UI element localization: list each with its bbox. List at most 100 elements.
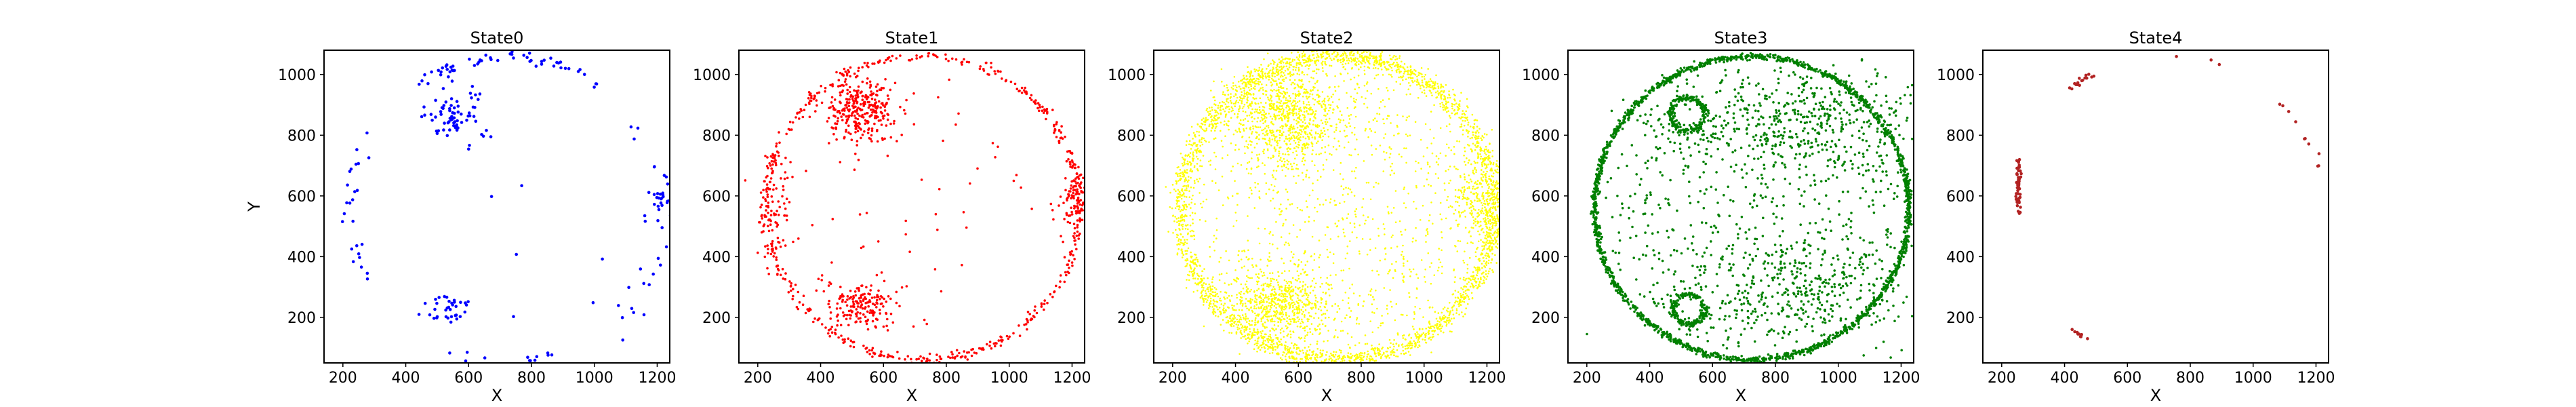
data-point <box>1024 86 1026 90</box>
data-point <box>1296 347 1298 349</box>
data-point <box>1300 63 1302 66</box>
data-point <box>1477 153 1479 155</box>
data-point <box>1286 148 1288 150</box>
data-point <box>771 247 774 250</box>
data-point <box>1464 285 1466 288</box>
data-point <box>1226 105 1228 108</box>
data-point <box>1354 62 1356 65</box>
data-point <box>1276 166 1279 168</box>
data-point <box>1077 210 1081 213</box>
data-point <box>639 267 643 271</box>
data-point <box>443 121 446 125</box>
data-point <box>854 125 858 128</box>
data-point <box>935 56 939 58</box>
data-point <box>1235 90 1238 92</box>
data-point <box>1176 252 1179 254</box>
data-point <box>1380 69 1383 71</box>
data-point <box>451 69 455 73</box>
data-point <box>1247 317 1249 320</box>
data-point <box>997 145 999 149</box>
data-point <box>1477 155 1479 157</box>
data-point <box>1374 66 1377 69</box>
data-point <box>1279 159 1281 161</box>
data-point <box>1409 73 1411 76</box>
data-point <box>1276 342 1278 344</box>
data-point <box>1236 326 1239 329</box>
data-point <box>1411 79 1413 82</box>
data-point <box>452 298 456 303</box>
data-point <box>452 123 456 128</box>
data-point <box>1363 160 1365 162</box>
data-point <box>935 353 938 356</box>
data-point <box>484 54 487 57</box>
data-point <box>870 311 874 314</box>
data-point <box>861 113 864 117</box>
data-point <box>1462 110 1464 112</box>
data-point <box>1355 357 1357 359</box>
data-point <box>1184 241 1186 244</box>
data-point <box>1076 197 1080 201</box>
data-point <box>1476 136 1478 138</box>
data-point <box>855 90 858 93</box>
data-point <box>834 332 837 336</box>
data-point <box>1304 145 1306 148</box>
data-point <box>1241 326 1243 329</box>
data-point <box>958 351 961 355</box>
data-point <box>1340 351 1342 354</box>
data-point <box>1464 313 1466 315</box>
data-point <box>770 210 773 212</box>
data-point <box>1311 50 1313 53</box>
data-point <box>867 301 870 304</box>
data-point <box>1391 349 1393 352</box>
data-point <box>1495 165 1497 168</box>
data-point <box>1261 83 1263 85</box>
data-point <box>1457 296 1459 298</box>
data-point <box>1406 66 1409 69</box>
data-point <box>1203 304 1205 306</box>
data-point <box>1485 153 1487 156</box>
data-point <box>1209 290 1212 292</box>
data-point <box>1481 135 1483 137</box>
data-point <box>1489 239 1491 242</box>
data-point <box>1393 61 1395 64</box>
data-point <box>1486 248 1489 250</box>
data-point <box>1275 141 1278 143</box>
data-point <box>870 134 873 137</box>
data-point <box>1297 168 1299 170</box>
data-point <box>1476 125 1478 128</box>
data-point <box>1282 58 1284 60</box>
data-point <box>1266 73 1269 75</box>
data-point <box>1263 149 1265 151</box>
data-point <box>1272 66 1274 69</box>
x-tick-label: 1200 <box>638 370 676 387</box>
data-point <box>1302 149 1304 151</box>
data-point <box>1196 260 1199 263</box>
data-point <box>840 334 843 337</box>
data-point <box>849 94 853 97</box>
data-point <box>850 138 853 141</box>
data-point <box>1316 94 1319 96</box>
data-point <box>1304 159 1306 162</box>
data-point <box>1491 149 1494 152</box>
data-point <box>1461 311 1463 313</box>
data-point <box>1175 203 1178 205</box>
data-point <box>1293 59 1295 61</box>
data-point <box>1201 141 1203 144</box>
data-point <box>1308 68 1310 70</box>
data-point <box>1203 282 1205 285</box>
data-point <box>455 317 459 321</box>
data-point <box>1053 290 1056 293</box>
data-point <box>1214 291 1217 294</box>
data-point <box>832 132 835 136</box>
data-point <box>1378 63 1380 65</box>
data-point <box>1308 81 1310 83</box>
data-point <box>1408 345 1411 347</box>
data-point <box>1307 358 1310 361</box>
data-point <box>892 122 895 125</box>
data-point <box>1432 82 1434 85</box>
data-point <box>1285 138 1287 140</box>
data-point <box>1303 107 1306 110</box>
data-point <box>1469 286 1472 288</box>
data-point <box>1233 315 1236 317</box>
data-point <box>1443 331 1445 334</box>
